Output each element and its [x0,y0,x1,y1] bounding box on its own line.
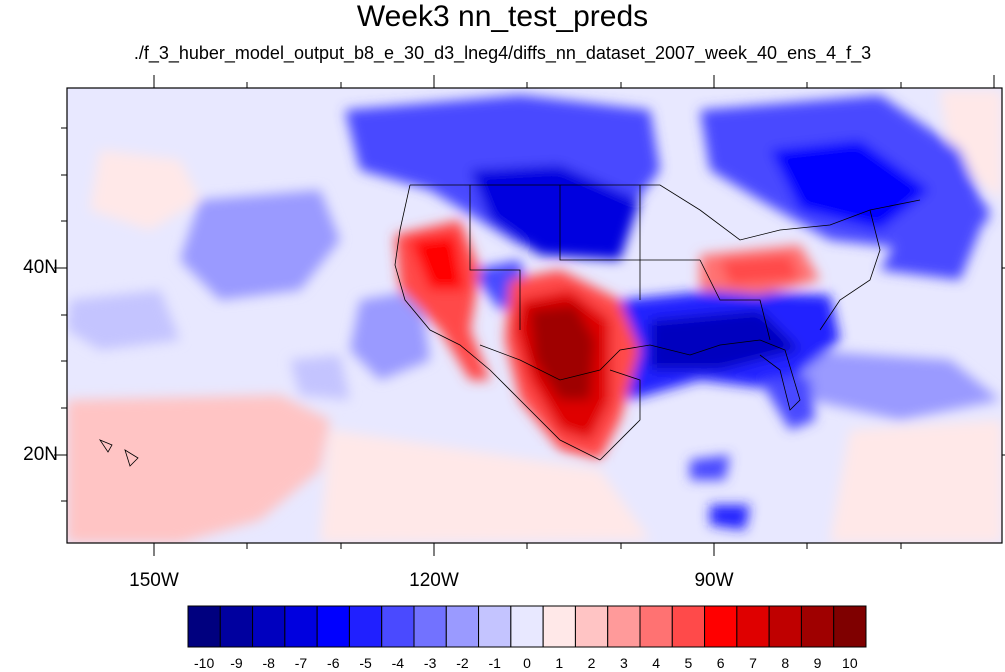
colorbar-label: -4 [391,655,405,671]
colorbar-label: -10 [194,655,215,671]
colorbar-swatch [704,605,738,648]
colorbar-label: 6 [716,655,725,671]
lat-label-40n: 40N [23,257,58,278]
lon-label-90w: 90W [694,570,734,591]
hawaii-outline [98,439,139,467]
colorbar [187,605,867,648]
colorbar-label: 2 [587,655,596,671]
colorbar-swatch [316,605,350,648]
colorbar-label: -5 [359,655,372,671]
colorbar-swatch [348,605,383,648]
anomaly-field [67,88,1002,543]
colorbar-swatch [574,605,609,648]
colorbar-swatch [671,605,706,648]
colorbar-label: 10 [842,655,858,671]
colorbar-label: 3 [619,655,628,671]
colorbar-swatch [768,605,802,648]
colorbar-label: -7 [294,655,308,671]
colorbar-swatch [736,605,770,648]
colorbar-label: -1 [488,655,501,671]
plot-title: Week3 nn_test_preds [356,0,649,33]
colorbar-swatch [219,605,254,648]
colorbar-swatch [478,605,512,648]
lat-label-20n: 20N [23,444,58,465]
colorbar-label: 7 [749,655,757,671]
colorbar-swatch [800,605,835,648]
colorbar-label: 4 [652,655,661,671]
colorbar-label: -8 [262,655,275,671]
colorbar-swatch [542,605,576,648]
colorbar-swatch [607,605,641,648]
colorbar-label: -6 [327,655,340,671]
lat-ticks [54,127,1005,502]
colorbar-swatch [187,605,221,648]
colorbar-swatch [413,605,447,648]
colorbar-swatch [381,605,415,648]
lon-label-120w: 120W [409,570,459,591]
colorbar-swatch [833,605,867,648]
colorbar-swatch [445,605,480,648]
colorbar-label: 5 [684,655,693,671]
colorbar-label: 1 [555,655,564,671]
colorbar-swatch [639,605,673,648]
colorbar-label: -9 [230,655,243,671]
colorbar-label: 0 [523,655,531,671]
colorbar-label: -3 [423,655,437,671]
colorbar-swatch [252,605,286,648]
colorbar-swatch [284,605,318,648]
colorbar-label: 9 [813,655,822,671]
colorbar-label: -2 [456,655,469,671]
lon-ticks [153,75,995,556]
plot-subtitle: ./f_3_huber_model_output_b8_e_30_d3_lneg… [133,43,872,63]
colorbar-swatch [510,605,544,648]
colorbar-label: 8 [781,655,790,671]
lon-label-150w: 150W [129,570,179,591]
